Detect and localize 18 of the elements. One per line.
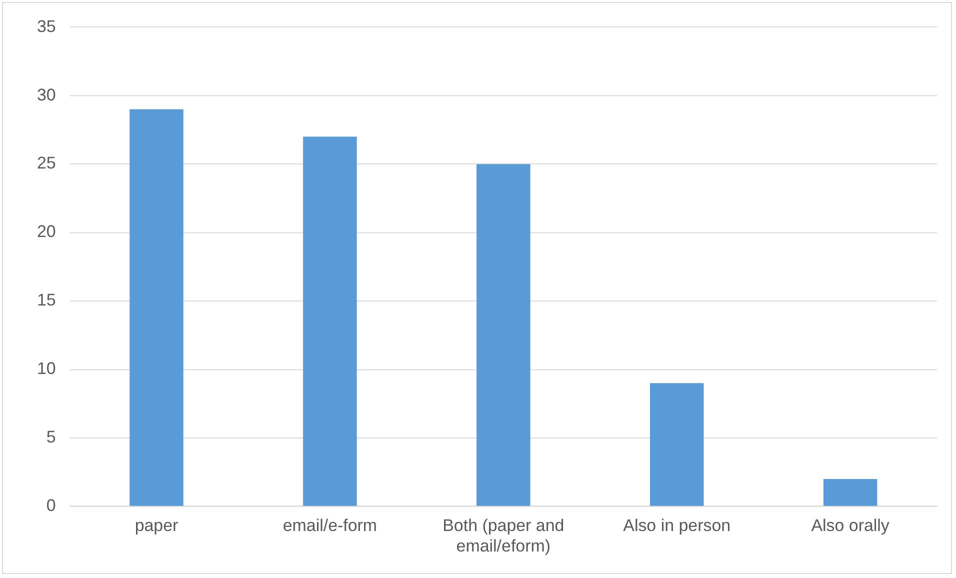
y-tick-label: 5 bbox=[46, 428, 56, 447]
y-tick-label: 0 bbox=[46, 496, 56, 516]
y-tick-label: 15 bbox=[36, 290, 56, 310]
bar bbox=[130, 109, 184, 506]
bar bbox=[303, 136, 357, 506]
y-tick-label: 35 bbox=[36, 16, 56, 36]
y-tick-label: 25 bbox=[36, 154, 56, 173]
y-tick-label: 10 bbox=[36, 359, 56, 378]
bar bbox=[823, 479, 878, 506]
bar bbox=[650, 383, 704, 506]
x-tick-label: paper bbox=[134, 516, 179, 536]
x-tick-label: Also in person bbox=[623, 516, 731, 536]
y-tick-label: 20 bbox=[36, 222, 56, 242]
x-tick-label: Also orally bbox=[811, 516, 890, 536]
y-tick-label: 30 bbox=[36, 85, 56, 104]
x-tick-label: Both (paper and email/eform) bbox=[442, 516, 564, 556]
x-tick-label: email/e-form bbox=[282, 516, 378, 536]
bar bbox=[476, 164, 530, 506]
